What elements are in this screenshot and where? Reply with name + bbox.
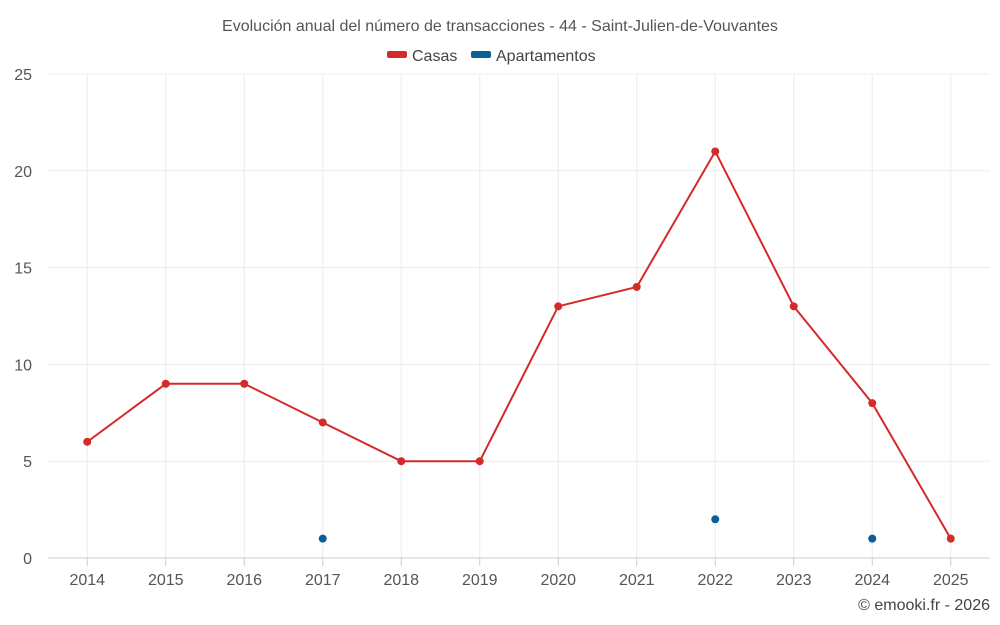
legend-item-casas[interactable]: Casas (387, 48, 457, 65)
grid (48, 73, 990, 558)
legend-label-apartamentos: Apartamentos (496, 48, 596, 65)
legend-swatch-casas (387, 51, 407, 58)
series (83, 147, 955, 543)
y-tick-label-0: 0 (23, 551, 32, 568)
x-tick-label-2022: 2022 (697, 572, 733, 589)
point-casas-2016[interactable] (240, 379, 249, 388)
point-casas-2015[interactable] (161, 379, 170, 388)
x-tick-label-2014: 2014 (69, 572, 105, 589)
y-tick-label-20: 20 (14, 164, 32, 181)
point-casas-2014[interactable] (83, 437, 92, 446)
x-tick-label-2015: 2015 (148, 572, 184, 589)
x-tick-label-2019: 2019 (462, 572, 498, 589)
point-casas-2018[interactable] (397, 457, 406, 466)
chart-title: Evolución anual del número de transaccio… (222, 18, 778, 35)
point-casas-2023[interactable] (789, 302, 798, 311)
x-tick-label-2020: 2020 (540, 572, 576, 589)
point-casas-2020[interactable] (554, 302, 563, 311)
y-tick-label-15: 15 (14, 261, 32, 278)
legend: Casas Apartamentos (387, 48, 596, 65)
series-line-casas (86, 150, 952, 540)
legend-item-apartamentos[interactable]: Apartamentos (471, 48, 596, 65)
x-tick-label-2023: 2023 (776, 572, 812, 589)
x-tick-label-2024: 2024 (854, 572, 890, 589)
point-casas-2021[interactable] (632, 282, 641, 291)
point-casas-2025[interactable] (946, 534, 955, 543)
legend-swatch-apartamentos (471, 51, 491, 58)
point-casas-2024[interactable] (868, 399, 877, 408)
x-tick-label-2018: 2018 (383, 572, 419, 589)
x-tick-label-2017: 2017 (305, 572, 341, 589)
point-apartamentos-2017[interactable] (318, 534, 327, 543)
point-casas-2017[interactable] (318, 418, 327, 427)
y-tick-label-5: 5 (23, 454, 32, 471)
point-apartamentos-2024[interactable] (868, 534, 877, 543)
legend-label-casas: Casas (412, 48, 457, 65)
x-tick-label-2016: 2016 (226, 572, 262, 589)
point-casas-2022[interactable] (711, 147, 720, 156)
x-tick-label-2025: 2025 (933, 572, 969, 589)
credit: © emooki.fr - 2026 (858, 597, 990, 614)
y-tick-label-25: 25 (14, 67, 32, 84)
x-tick-label-2021: 2021 (619, 572, 655, 589)
point-apartamentos-2022[interactable] (711, 515, 720, 524)
y-tick-label-10: 10 (14, 357, 32, 374)
point-casas-2019[interactable] (475, 457, 484, 466)
